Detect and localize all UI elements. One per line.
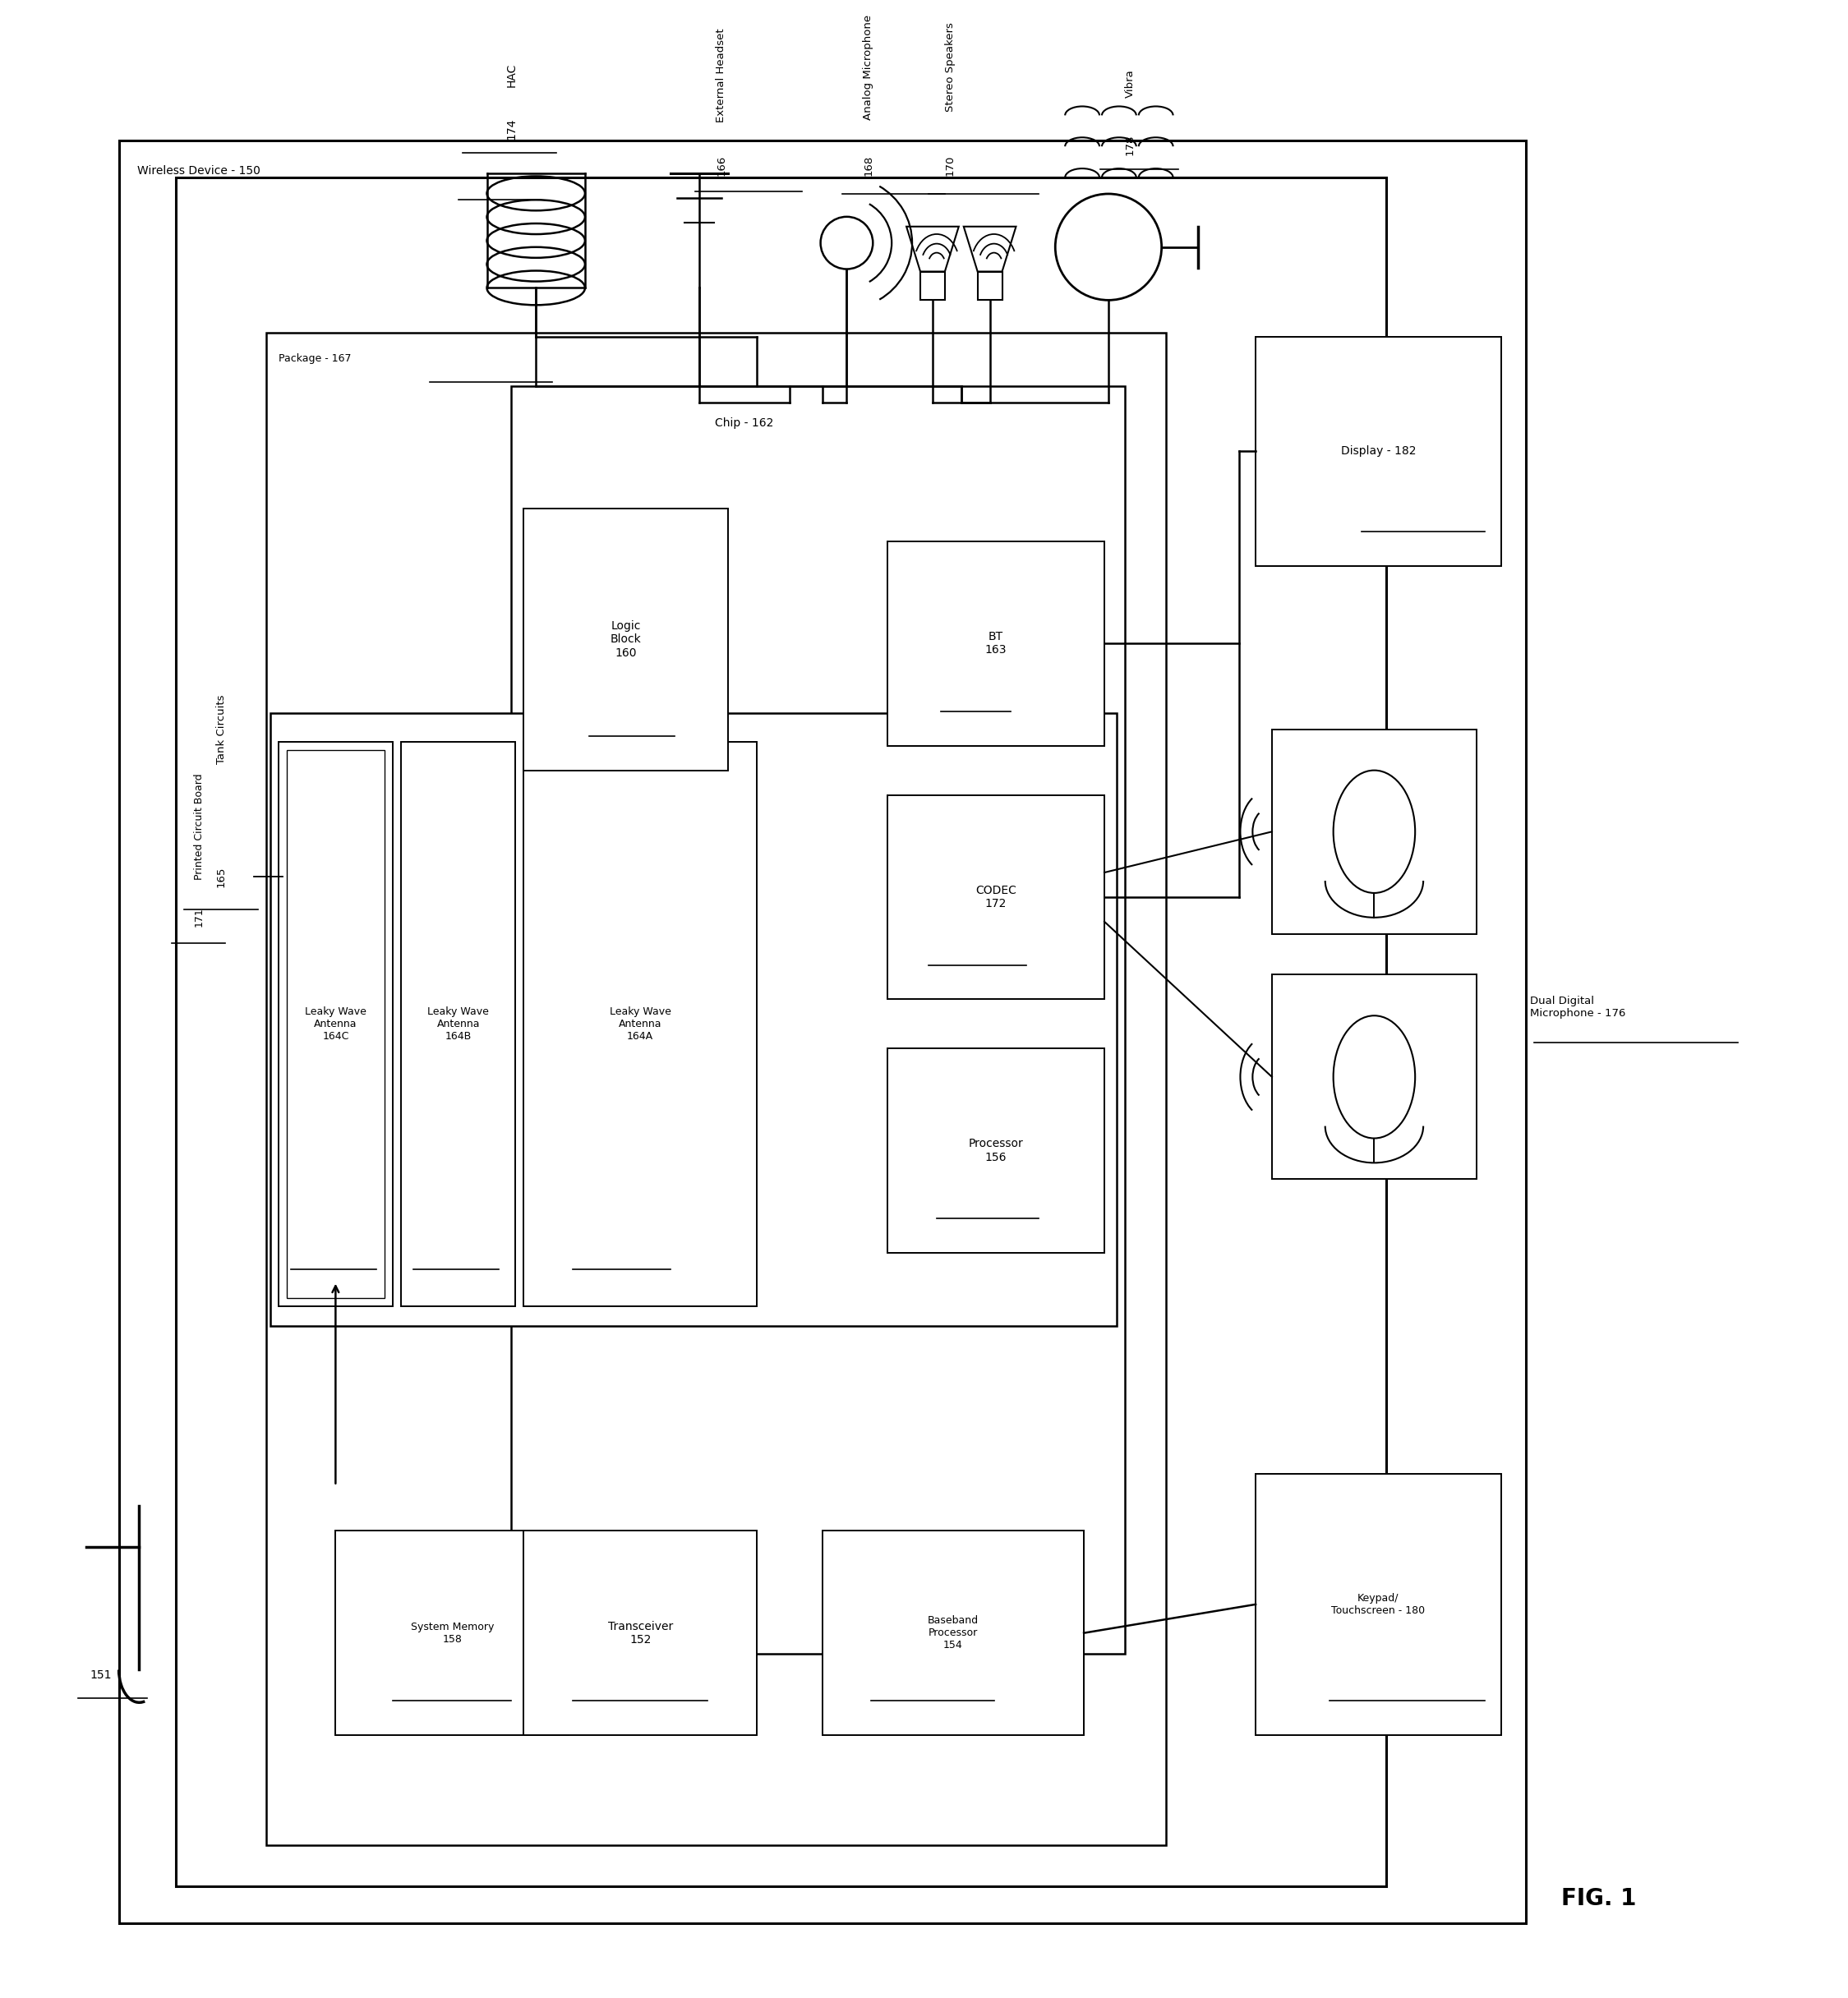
Polygon shape bbox=[963, 226, 1016, 272]
Text: Package - 167: Package - 167 bbox=[279, 354, 351, 364]
Text: Leaky Wave
Antenna
164B: Leaky Wave Antenna 164B bbox=[427, 1007, 490, 1041]
Bar bbox=[523, 509, 728, 771]
Bar bbox=[270, 713, 1116, 1327]
Text: 174: 174 bbox=[506, 118, 517, 140]
Text: 178: 178 bbox=[1125, 134, 1135, 156]
Text: Stereo Speakers: Stereo Speakers bbox=[944, 22, 955, 112]
Ellipse shape bbox=[1334, 771, 1416, 893]
Text: HAC: HAC bbox=[506, 64, 517, 88]
Bar bbox=[286, 749, 384, 1299]
Text: CODEC
172: CODEC 172 bbox=[976, 885, 1016, 909]
Polygon shape bbox=[906, 226, 959, 272]
Bar bbox=[118, 140, 1526, 1924]
Text: Processor
156: Processor 156 bbox=[968, 1139, 1024, 1163]
Text: Chip - 162: Chip - 162 bbox=[715, 418, 774, 430]
Bar bbox=[523, 741, 756, 1307]
Text: Leaky Wave
Antenna
164A: Leaky Wave Antenna 164A bbox=[610, 1007, 671, 1041]
Bar bbox=[279, 741, 394, 1307]
Bar bbox=[822, 1530, 1085, 1734]
Text: 171: 171 bbox=[194, 907, 205, 927]
Text: 165: 165 bbox=[216, 867, 227, 887]
Bar bbox=[887, 795, 1105, 999]
Text: Leaky Wave
Antenna
164C: Leaky Wave Antenna 164C bbox=[305, 1007, 366, 1041]
Text: 151: 151 bbox=[91, 1670, 113, 1680]
Text: Keypad/
Touchscreen - 180: Keypad/ Touchscreen - 180 bbox=[1331, 1592, 1425, 1616]
Bar bbox=[401, 741, 516, 1307]
Bar bbox=[1255, 1475, 1501, 1734]
Bar bbox=[887, 541, 1105, 745]
Text: Transceiver
152: Transceiver 152 bbox=[608, 1620, 673, 1646]
Text: Printed Circuit Board: Printed Circuit Board bbox=[194, 773, 205, 881]
Text: 168: 168 bbox=[863, 156, 874, 176]
Bar bbox=[1271, 975, 1477, 1179]
Text: Logic
Block
160: Logic Block 160 bbox=[610, 621, 641, 659]
Bar bbox=[176, 178, 1386, 1886]
Text: FIG. 1: FIG. 1 bbox=[1562, 1888, 1637, 1910]
Bar bbox=[512, 386, 1125, 1654]
Text: Wireless Device - 150: Wireless Device - 150 bbox=[137, 166, 261, 176]
Text: Tank Circuits: Tank Circuits bbox=[216, 695, 227, 763]
Text: Baseband
Processor
154: Baseband Processor 154 bbox=[928, 1614, 979, 1650]
Text: External Headset: External Headset bbox=[715, 28, 726, 122]
Bar bbox=[336, 1530, 569, 1734]
Text: Display - 182: Display - 182 bbox=[1340, 446, 1416, 458]
Text: BT
163: BT 163 bbox=[985, 631, 1007, 655]
Bar bbox=[523, 1530, 756, 1734]
Circle shape bbox=[821, 216, 872, 270]
Text: Vibra: Vibra bbox=[1125, 70, 1135, 98]
Bar bbox=[1255, 338, 1501, 565]
Text: Dual Digital
Microphone - 176: Dual Digital Microphone - 176 bbox=[1530, 995, 1624, 1019]
Circle shape bbox=[1055, 194, 1162, 300]
Bar bbox=[1271, 729, 1477, 933]
Text: Analog Microphone: Analog Microphone bbox=[863, 14, 874, 120]
Text: 170: 170 bbox=[944, 154, 955, 176]
Bar bbox=[887, 1049, 1105, 1253]
Bar bbox=[978, 272, 1002, 300]
Text: System Memory
158: System Memory 158 bbox=[410, 1622, 493, 1644]
Ellipse shape bbox=[1334, 1015, 1416, 1139]
Text: 166: 166 bbox=[715, 156, 726, 176]
Bar bbox=[920, 272, 944, 300]
Bar bbox=[266, 334, 1166, 1846]
